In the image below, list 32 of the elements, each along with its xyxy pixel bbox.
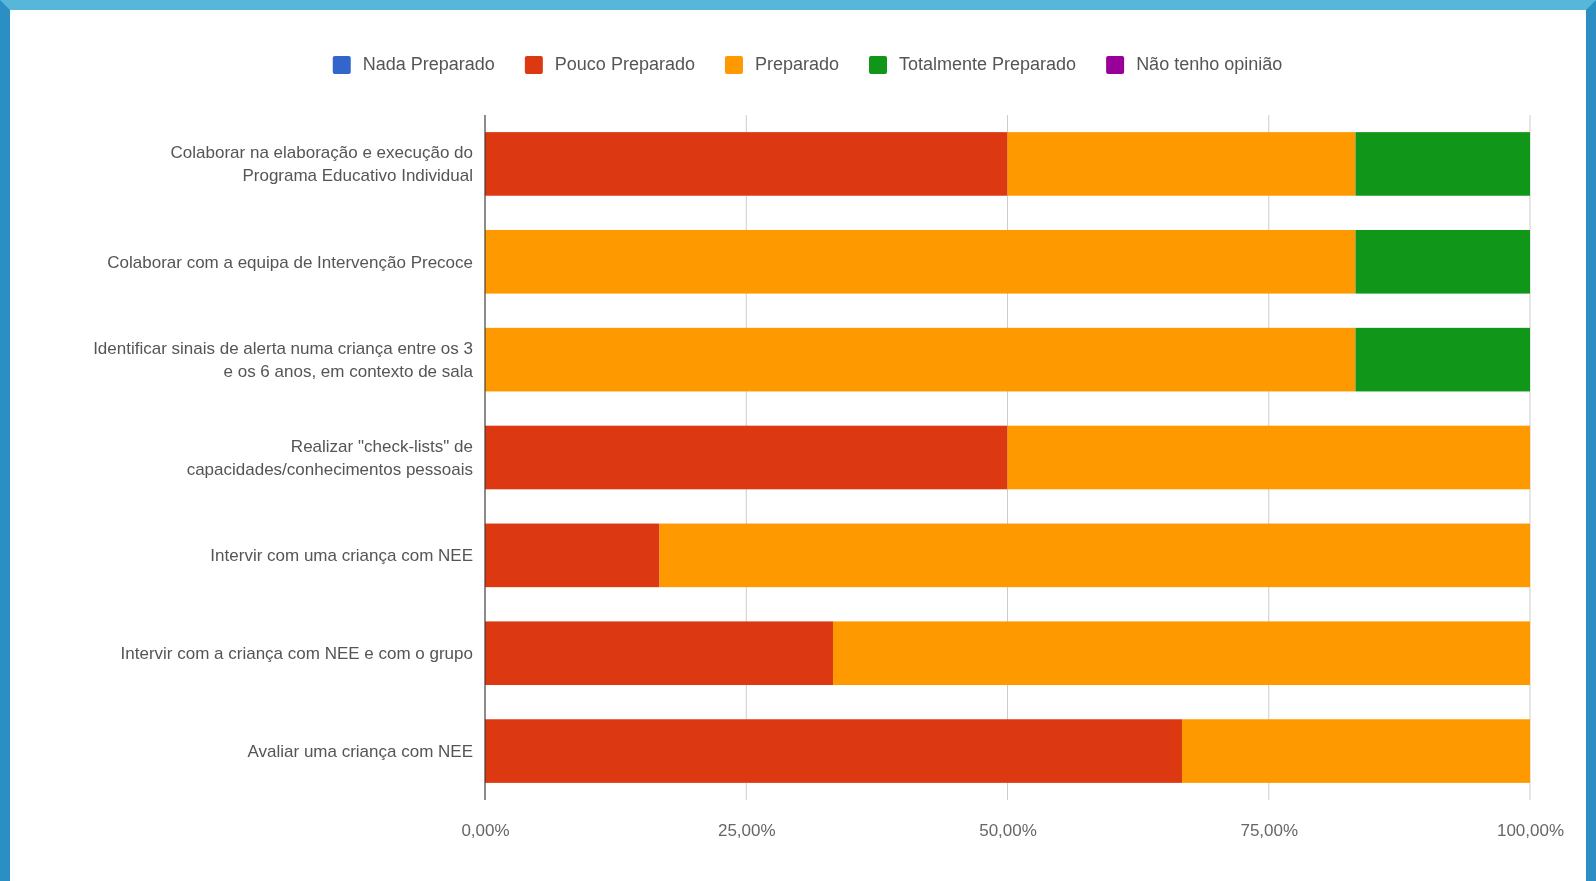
- bar: [1355, 132, 1530, 196]
- y-tick-label: Intervir com a criança com NEE e com o grupo: [120, 644, 473, 664]
- legend-label: Pouco Preparado: [554, 54, 695, 74]
- legend-label: Não tenho opinião: [1136, 54, 1283, 74]
- x-tick-label: 75,00%: [1240, 821, 1299, 841]
- bar: [659, 523, 1530, 588]
- bar: [1007, 132, 1356, 196]
- bar: [485, 621, 833, 686]
- bar: [485, 719, 1183, 783]
- legend-label: Nada Preparado: [362, 54, 495, 74]
- bar: [485, 229, 1356, 294]
- y-tick-label: Colaborar na elaboração e execução do Programa Educativo Individual: [170, 143, 473, 186]
- y-tick-label: Avaliar uma criança com NEE: [247, 742, 473, 762]
- x-tick-label: 50,00%: [979, 821, 1037, 841]
- bar: [485, 327, 1356, 392]
- y-tick-label: Colaborar com a equipa de Intervenção Precoce: [107, 252, 473, 272]
- bar: [485, 132, 1008, 196]
- x-tick-label: 25,00%: [717, 821, 776, 841]
- y-tick-label: Intervir com uma criança com NEE: [210, 546, 473, 566]
- bar: [1182, 719, 1531, 783]
- bar: [1007, 425, 1530, 490]
- bar: [832, 621, 1530, 686]
- legend-label: Preparado: [754, 54, 840, 74]
- y-tick-label: Realizar "check-lists" de capacidades/conhecimentos pessoais: [186, 437, 473, 479]
- bar: [1355, 327, 1530, 392]
- bar: [485, 425, 1008, 490]
- x-tick-label: 100,00%: [1496, 821, 1565, 841]
- bar: [1355, 229, 1530, 294]
- bar: [485, 523, 660, 588]
- y-tick-label: Identificar sinais de alerta numa criança entre os 3 e os 6 anos, em contexto de sala: [93, 339, 474, 382]
- x-tick-label: 0,00%: [461, 821, 510, 841]
- legend-label: Totalmente Preparado: [899, 54, 1077, 74]
